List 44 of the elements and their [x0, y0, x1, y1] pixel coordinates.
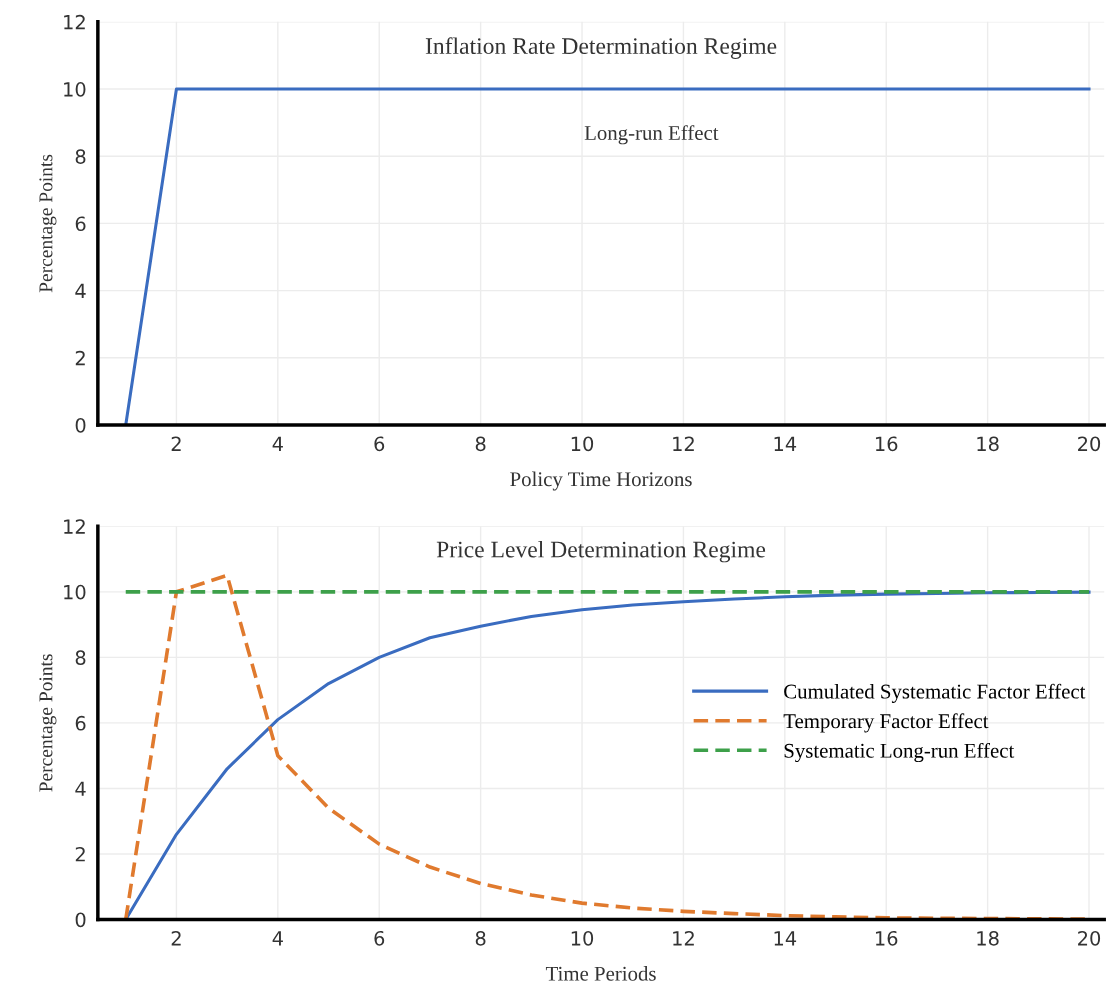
y-tick-label: 8 — [75, 650, 86, 666]
x-axis-title: Time Periods — [545, 966, 656, 981]
y-tick-label: 6 — [75, 216, 86, 232]
x-tick-label: 2 — [171, 436, 181, 451]
y-tick-label: 2 — [75, 846, 85, 862]
x-tick-label: 4 — [272, 436, 283, 451]
y-axis-title: Percentage Points — [39, 654, 57, 792]
y-tick-label: 6 — [75, 715, 86, 731]
y-tick-label: 4 — [75, 283, 86, 299]
x-tick-label: 14 — [774, 931, 797, 946]
x-tick-label: 14 — [774, 436, 797, 451]
x-tick-label: 4 — [272, 931, 283, 946]
y-tick-label: 10 — [64, 81, 86, 97]
y-axis-title: Percentage Points — [39, 154, 57, 293]
x-tick-label: 10 — [571, 930, 594, 946]
x-tick-label: 16 — [875, 436, 898, 452]
y-tick-label: 12 — [64, 14, 85, 30]
legend-label: Systematic Long-run Effect — [784, 742, 1015, 763]
x-tick-label: 2 — [171, 930, 181, 946]
x-tick-label: 10 — [571, 436, 594, 452]
y-tick-label: 8 — [75, 149, 86, 164]
text: Price Level Determination Regime — [436, 540, 766, 563]
text: Inflation Rate Determination Regime — [425, 37, 777, 59]
x-tick-label: 18 — [977, 930, 999, 946]
legend-label: Cumulated Systematic Factor Effect — [784, 683, 1086, 703]
legend-label: Temporary Factor Effect — [783, 713, 989, 733]
x-tick-label: 8 — [475, 436, 486, 452]
x-tick-label: 20 — [1078, 436, 1101, 452]
x-tick-label: 6 — [374, 930, 385, 946]
x-tick-label: 18 — [977, 436, 999, 452]
y-tick-label: 4 — [75, 781, 86, 796]
annotation: Long-run Effect — [584, 125, 719, 145]
y-tick-label: 2 — [75, 350, 85, 366]
x-tick-label: 8 — [475, 930, 486, 946]
x-tick-label: 20 — [1078, 930, 1101, 946]
y-tick-label: 0 — [75, 417, 86, 433]
x-tick-label: 12 — [673, 436, 694, 451]
x-tick-label: 16 — [875, 930, 898, 946]
y-tick-label: 0 — [75, 912, 86, 928]
x-tick-label: 6 — [374, 436, 385, 452]
y-tick-label: 12 — [64, 519, 85, 534]
y-tick-label: 10 — [64, 584, 86, 600]
x-tick-label: 12 — [673, 930, 694, 946]
x-axis-title: Policy Time Horizons — [510, 471, 692, 491]
